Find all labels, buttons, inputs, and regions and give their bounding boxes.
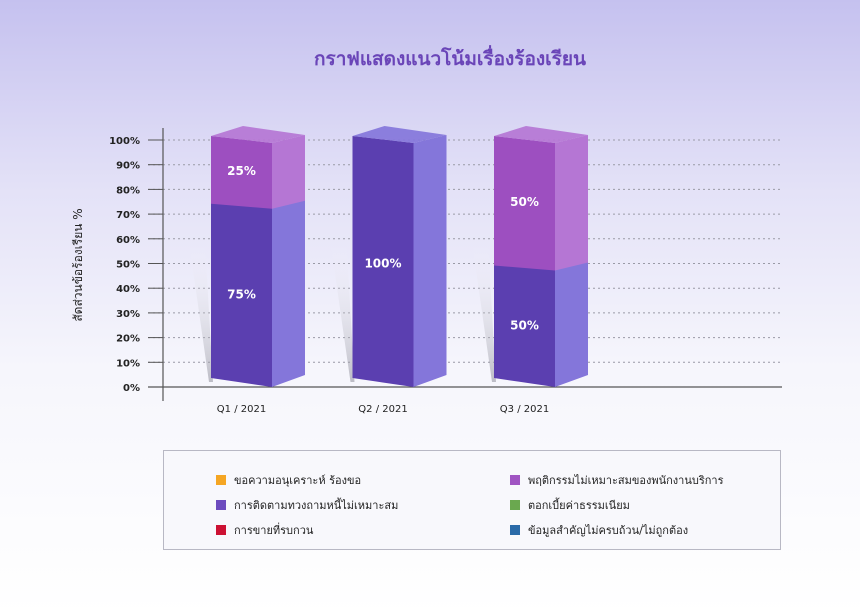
y-tick-label: 10% — [116, 358, 140, 369]
legend-label: ขอความอนุเคราะห์ ร้องขอ — [234, 474, 362, 487]
y-tick-label: 60% — [116, 235, 140, 246]
x-category-label: Q2 / 2021 — [358, 404, 407, 415]
y-tick-label: 80% — [116, 185, 140, 196]
data-label: 50% — [510, 195, 539, 209]
legend-swatch — [216, 525, 226, 535]
bar-segment-front — [211, 197, 272, 387]
bar-layer — [189, 126, 588, 387]
legend-label: พฤติกรรมไม่เหมาะสมของพนักงานบริการ — [528, 474, 724, 487]
legend-swatch — [216, 500, 226, 510]
legend-label: ข้อมูลสำคัญไม่ครบถ้วน/ไม่ถูกต้อง — [528, 524, 689, 537]
legend-item: ขอความอนุเคราะห์ ร้องขอ — [216, 471, 361, 489]
legend-item: การติดตามทวงถามหนี้ไม่เหมาะสม — [216, 496, 398, 514]
x-category-label: Q1 / 2021 — [217, 404, 266, 415]
y-tick-label: 90% — [116, 161, 140, 172]
y-tick-label: 100% — [109, 136, 140, 147]
bar-shadow — [330, 242, 355, 382]
y-axis-title: สัดส่วนข้อร้องเรียน % — [71, 208, 85, 321]
y-tick-label: 20% — [116, 334, 140, 345]
bar-shadow — [189, 242, 213, 382]
axis-layer: 0% 10% 20% 30% 40% 50% 60% 70% 80% 90% 100% — [109, 128, 782, 401]
legend-swatch — [510, 500, 520, 510]
bar-segment-front — [352, 136, 414, 387]
chart-title: กราฟแสดงแนวโน้มเรื่องร้องเรียน — [313, 48, 586, 70]
bar-segment-side — [413, 135, 447, 387]
legend-item: พฤติกรรมไม่เหมาะสมของพนักงานบริการ — [510, 471, 724, 489]
bar-segment-side — [272, 135, 305, 209]
data-label: 50% — [510, 318, 539, 332]
legend-swatch — [510, 475, 520, 485]
bar-segment-front — [211, 136, 272, 209]
data-label: 25% — [227, 164, 256, 178]
data-label: 75% — [227, 287, 256, 301]
legend-label: ตอกเบี้ยค่าธรรมเนียม — [528, 499, 630, 512]
y-tick-label: 70% — [116, 210, 140, 221]
legend-label: การขายที่รบกวน — [234, 524, 314, 537]
data-label: 100% — [364, 257, 401, 271]
bar-top-cap — [494, 126, 588, 143]
legend-swatch — [216, 475, 226, 485]
bar-segment-side — [555, 135, 588, 271]
x-category-label: Q3 / 2021 — [500, 404, 549, 415]
bar-segment-front — [494, 259, 555, 387]
label-layer: 75% 25% Q1 / 2021 100% Q2 / 2021 50% 50% Q3 / 2… — [217, 164, 549, 415]
bar-segment-side — [555, 258, 588, 387]
y-tick-label: 0% — [123, 383, 140, 394]
bar-top-cap — [211, 126, 305, 143]
legend-item: การขายที่รบกวน — [216, 521, 313, 539]
legend: ขอความอนุเคราะห์ ร้องขอ พฤติกรรมไม่เหมาะส… — [163, 450, 781, 550]
bar-shadow — [472, 242, 496, 382]
legend-item: ตอกเบี้ยค่าธรรมเนียม — [510, 496, 630, 514]
legend-item: ข้อมูลสำคัญไม่ครบถ้วน/ไม่ถูกต้อง — [510, 521, 688, 539]
bar-segment-front — [494, 136, 555, 271]
bar-top-cap — [352, 126, 447, 143]
y-tick-label: 30% — [116, 309, 140, 320]
legend-label: การติดตามทวงถามหนี้ไม่เหมาะสม — [234, 499, 399, 512]
bar-segment-side — [272, 196, 305, 387]
legend-swatch — [510, 525, 520, 535]
y-tick-label: 40% — [116, 284, 140, 295]
y-tick-label: 50% — [116, 260, 140, 271]
